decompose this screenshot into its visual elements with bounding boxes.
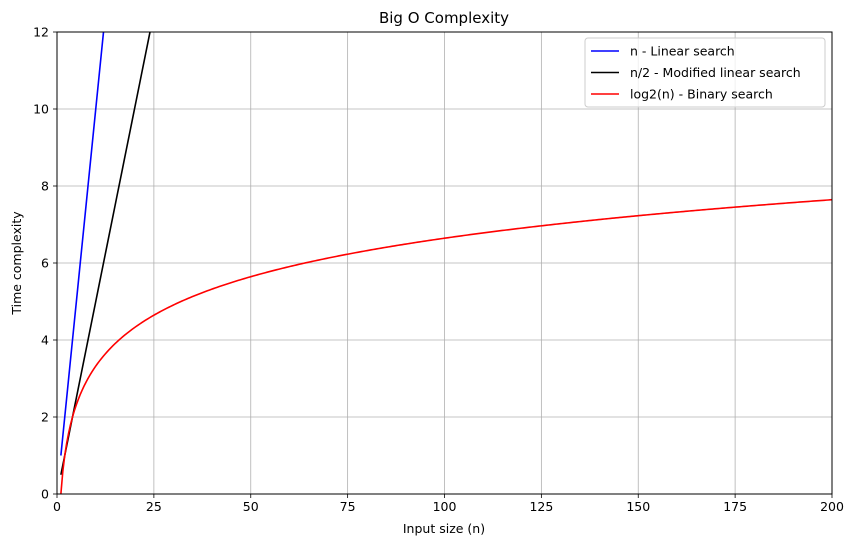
series-line-2 <box>60 198 832 494</box>
legend-box <box>584 37 826 108</box>
x-tick-label: 200 <box>820 499 844 514</box>
x-axis-label: Input size (n) <box>403 521 485 536</box>
x-tick-label: 75 <box>340 499 356 514</box>
y-tick-label: 6 <box>41 256 49 271</box>
x-tick-label: 150 <box>626 499 650 514</box>
y-axis-label: Time complexity <box>9 211 24 316</box>
plot-lines <box>60 32 832 494</box>
x-tick-label: 25 <box>146 499 162 514</box>
x-tick-label: 100 <box>433 499 457 514</box>
y-tick-label: 0 <box>41 487 49 502</box>
chart-title: Big O Complexity <box>379 9 509 27</box>
y-axis-ticks: 0 2 4 6 8 10 12 <box>33 25 57 502</box>
y-tick-label: 8 <box>41 179 49 194</box>
y-tick-label: 12 <box>33 25 49 40</box>
legend: n - Linear search n/2 - Modified linear s… <box>584 37 826 108</box>
x-tick-label: 0 <box>53 499 61 514</box>
legend-label: n - Linear search <box>630 44 735 59</box>
legend-label: log2(n) - Binary search <box>630 87 773 102</box>
x-tick-label: 175 <box>723 499 747 514</box>
x-axis-ticks: 0 25 50 75 100 125 150 175 200 <box>53 494 844 514</box>
legend-label: n/2 - Modified linear search <box>630 65 801 80</box>
x-tick-label: 125 <box>529 499 553 514</box>
y-tick-label: 4 <box>41 333 49 348</box>
y-tick-label: 2 <box>41 410 49 425</box>
y-tick-label: 10 <box>33 102 49 117</box>
x-tick-label: 50 <box>243 499 259 514</box>
